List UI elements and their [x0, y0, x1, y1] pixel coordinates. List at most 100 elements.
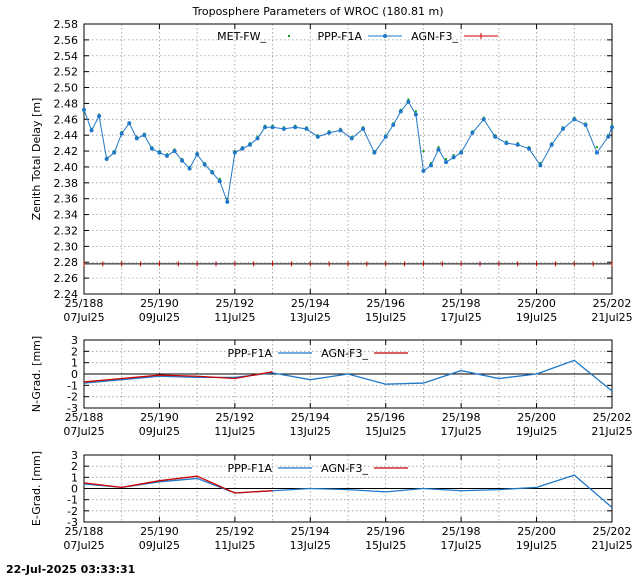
x-tick-label-date: 19Jul25: [516, 425, 557, 438]
x-tick-label-date: 09Jul25: [139, 311, 180, 324]
x-tick-label-doy: 25/194: [291, 525, 330, 538]
x-tick-label-doy: 25/188: [65, 525, 104, 538]
y-tick-label: 2.36: [54, 193, 79, 206]
data-point: [202, 162, 207, 167]
y-tick-label: -2: [67, 391, 78, 404]
data-point: [572, 117, 577, 122]
x-tick-label-doy: 25/192: [216, 525, 255, 538]
data-point: [247, 142, 252, 147]
x-tick-label-date: 21Jul25: [591, 425, 632, 438]
data-point: [172, 149, 177, 154]
data-point: [610, 125, 614, 130]
y-tick-label: -3: [67, 402, 78, 415]
data-point: [398, 109, 403, 114]
x-tick-label-doy: 25/200: [517, 525, 556, 538]
x-tick-label-doy: 25/196: [366, 525, 405, 538]
data-point: [445, 158, 448, 160]
data-point: [452, 154, 455, 157]
series-ppp-f1a: [82, 99, 614, 204]
y-tick-label: 3: [71, 449, 78, 462]
data-point: [225, 199, 230, 204]
x-tick-label-date: 17Jul25: [441, 425, 482, 438]
x-tick-label-doy: 25/200: [517, 297, 556, 310]
y-tick-label: -1: [67, 494, 78, 507]
y-axis-label: N-Grad. [mm]: [30, 336, 43, 412]
panel-ztd: 2.24 2.26 2.28 2.30 2.32 2.34 2.36 2.38 2.40 2.42…: [30, 18, 633, 324]
data-point: [149, 146, 154, 151]
legend: PPP-F1A AGN-F3_: [228, 462, 408, 475]
data-point: [217, 179, 222, 184]
x-tick-label-date: 19Jul25: [516, 539, 557, 552]
footer-timestamp: 22-Jul-2025 03:33:31: [6, 563, 135, 576]
plot-frame: [83, 23, 613, 295]
legend-label: AGN-F3_: [321, 462, 368, 475]
y-axis-label: Zenith Total Delay [m]: [30, 98, 43, 221]
x-tick-label-date: 11Jul25: [214, 425, 255, 438]
legend: PPP-F1A AGN-F3_: [228, 347, 408, 360]
x-tick-label-date: 19Jul25: [516, 311, 557, 324]
y-tick-label: -3: [67, 516, 78, 529]
data-point: [414, 110, 417, 113]
data-point: [428, 163, 433, 168]
x-tick-label-doy: 25/194: [291, 411, 330, 424]
legend: MET-FW_ PPP-F1A AGN-F3_: [217, 30, 498, 43]
data-point: [560, 126, 565, 131]
data-point: [470, 130, 475, 135]
series-line: [83, 359, 613, 392]
data-point: [527, 146, 532, 151]
data-point: [164, 153, 169, 158]
data-point: [104, 157, 109, 161]
data-point: [481, 117, 486, 122]
data-point: [421, 168, 426, 173]
x-tick-label-doy: 25/190: [140, 297, 179, 310]
x-tick-label-date: 09Jul25: [139, 425, 180, 438]
y-tick-label: 2.30: [54, 240, 79, 253]
data-point: [327, 130, 332, 135]
data-point: [606, 134, 611, 139]
data-point: [459, 150, 464, 155]
y-tick-label: 0: [71, 368, 78, 381]
series-agn-f3-: [83, 475, 273, 494]
y-tick-label: 2.50: [54, 82, 79, 95]
y-tick-label: -2: [67, 505, 78, 518]
data-point: [538, 163, 543, 168]
series-ppp-f1a: [83, 474, 613, 508]
x-tick-label-date: 15Jul25: [365, 539, 406, 552]
data-point: [304, 126, 309, 131]
data-point: [210, 170, 215, 175]
y-tick-label: 2.40: [54, 161, 79, 174]
data-point: [437, 146, 440, 149]
data-point: [515, 142, 520, 147]
data-point: [594, 150, 599, 155]
x-tick-label-date: 21Jul25: [591, 539, 632, 552]
y-tick-label: -1: [67, 379, 78, 392]
y-tick-label: 2.24: [54, 288, 79, 301]
y-tick-label: 2: [71, 345, 78, 358]
y-tick-label: 2.32: [54, 224, 79, 237]
y-tick-label: 2.42: [54, 145, 79, 158]
x-tick-label-doy: 25/188: [65, 411, 104, 424]
x-tick-label-doy: 25/188: [65, 297, 104, 310]
x-tick-label-doy: 25/198: [442, 525, 481, 538]
data-point: [157, 150, 162, 155]
legend-label: AGN-F3_: [411, 30, 458, 43]
x-tick-label-date: 17Jul25: [441, 539, 482, 552]
data-point: [451, 155, 456, 160]
y-tick-label: 3: [71, 334, 78, 347]
legend-label: AGN-F3_: [321, 347, 368, 360]
series-line: [83, 474, 613, 508]
x-tick-label-doy: 25/190: [140, 525, 179, 538]
series-agn-f3-: [83, 371, 273, 383]
x-tick-label-doy: 25/192: [216, 411, 255, 424]
x-tick-label-doy: 25/190: [140, 411, 179, 424]
chart-title: Troposphere Parameters of WROC (180.81 m…: [191, 5, 443, 18]
x-tick-label-date: 07Jul25: [63, 425, 104, 438]
series-ppp-f1a: [83, 359, 613, 392]
y-tick-label: 1: [71, 357, 78, 370]
data-point: [595, 146, 598, 149]
data-point: [142, 133, 147, 138]
legend-label: PPP-F1A: [228, 347, 273, 360]
series-line: [83, 371, 273, 383]
